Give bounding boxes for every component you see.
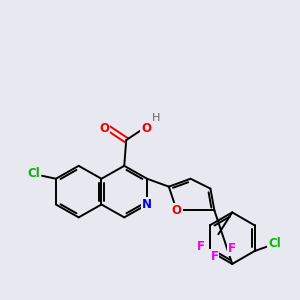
Text: O: O: [99, 122, 110, 135]
Text: N: N: [142, 198, 152, 211]
Text: O: O: [172, 204, 182, 217]
Text: H: H: [152, 113, 160, 123]
Text: Cl: Cl: [28, 167, 40, 180]
Text: O: O: [141, 122, 151, 135]
Text: Cl: Cl: [268, 237, 281, 250]
Text: F: F: [228, 242, 236, 255]
Text: F: F: [210, 250, 218, 262]
Text: F: F: [196, 240, 205, 253]
